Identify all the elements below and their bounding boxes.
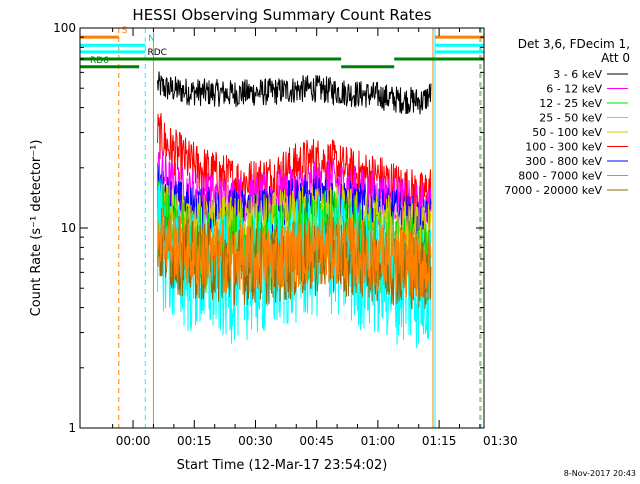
series-line-0 bbox=[157, 71, 432, 115]
y-tick-label: 1 bbox=[68, 421, 76, 435]
x-tick-label: 01:30 bbox=[483, 434, 518, 448]
axes: 1 10 100 00:00 00:15 00:30 00:45 01:00 01:15 01:3… bbox=[53, 21, 518, 448]
status-bar-label-s: S bbox=[122, 26, 128, 36]
series-3-6keV bbox=[157, 71, 432, 115]
x-tick-label: 01:15 bbox=[422, 434, 457, 448]
legend-entry-label: 3 - 6 keV bbox=[553, 68, 602, 81]
legend-entry-label: 7000 - 20000 keV bbox=[504, 184, 602, 197]
x-tick-label: 00:15 bbox=[177, 434, 212, 448]
legend-entry-label: 25 - 50 keV bbox=[539, 112, 602, 125]
plot-layer: S N RDC RD6 bbox=[80, 26, 484, 428]
x-tick-label: 00:00 bbox=[116, 434, 151, 448]
legend-entry-label: 6 - 12 keV bbox=[546, 83, 602, 96]
x-tick-label: 01:00 bbox=[361, 434, 396, 448]
chart-title: HESSI Observing Summary Count Rates bbox=[132, 6, 431, 24]
legend-entry-label: 12 - 25 keV bbox=[539, 97, 602, 110]
legend-entry-label: 100 - 300 keV bbox=[525, 141, 602, 154]
y-tick-label: 10 bbox=[61, 221, 76, 235]
legend-entry-label: 300 - 800 keV bbox=[525, 155, 602, 168]
legend-header-line1: Det 3,6, FDecim 1, bbox=[518, 37, 630, 51]
status-bar-label-rdc: RDC bbox=[147, 48, 166, 58]
footer-date: 8-Nov-2017 20:43 bbox=[564, 469, 636, 478]
status-bar-label-rd6: RD6 bbox=[90, 56, 109, 66]
y-axis-label: Count Rate (s⁻¹ detector⁻¹) bbox=[29, 140, 44, 317]
legend: Det 3,6, FDecim 1, Att 0 3 - 6 keV 6 - 12… bbox=[504, 37, 630, 197]
legend-entry-label: 800 - 7000 keV bbox=[518, 170, 602, 183]
x-axis-label: Start Time (12-Mar-17 23:54:02) bbox=[177, 458, 388, 473]
x-tick-label: 00:30 bbox=[238, 434, 273, 448]
x-tick-label: 00:45 bbox=[299, 434, 334, 448]
series-line-8 bbox=[157, 207, 432, 298]
status-bar-label-n: N bbox=[148, 34, 155, 44]
legend-entry-label: 50 - 100 keV bbox=[532, 126, 602, 139]
y-tick-label: 100 bbox=[53, 21, 76, 35]
legend-header-line2: Att 0 bbox=[601, 51, 630, 65]
series-800-7000keV bbox=[157, 207, 432, 298]
